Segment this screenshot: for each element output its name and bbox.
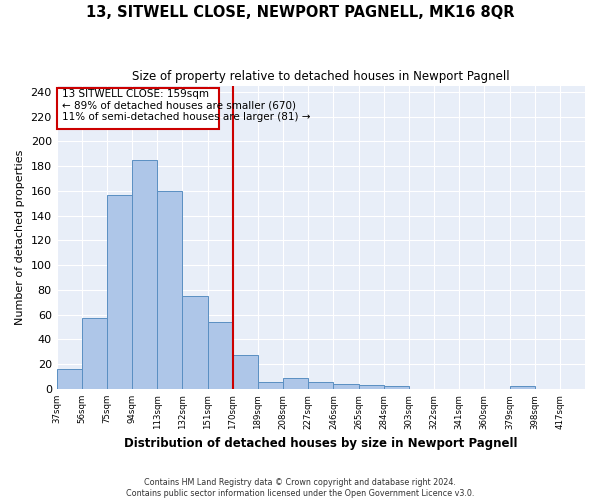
Bar xyxy=(157,191,182,389)
X-axis label: Distribution of detached houses by size in Newport Pagnell: Distribution of detached houses by size … xyxy=(124,437,518,450)
Text: 13, SITWELL CLOSE, NEWPORT PAGNELL, MK16 8QR: 13, SITWELL CLOSE, NEWPORT PAGNELL, MK16… xyxy=(86,5,514,20)
Title: Size of property relative to detached houses in Newport Pagnell: Size of property relative to detached ho… xyxy=(132,70,509,83)
Bar xyxy=(283,378,308,389)
FancyBboxPatch shape xyxy=(56,88,219,129)
Bar xyxy=(208,322,233,389)
Text: 11% of semi-detached houses are larger (81) →: 11% of semi-detached houses are larger (… xyxy=(62,112,310,122)
Bar xyxy=(107,194,132,389)
Bar xyxy=(359,385,384,389)
Bar xyxy=(56,369,82,389)
Bar xyxy=(82,318,107,389)
Bar xyxy=(334,384,359,389)
Bar xyxy=(509,386,535,389)
Y-axis label: Number of detached properties: Number of detached properties xyxy=(15,150,25,325)
Text: Contains HM Land Registry data © Crown copyright and database right 2024.
Contai: Contains HM Land Registry data © Crown c… xyxy=(126,478,474,498)
Bar xyxy=(132,160,157,389)
Bar xyxy=(233,356,258,389)
Text: ← 89% of detached houses are smaller (670): ← 89% of detached houses are smaller (67… xyxy=(62,100,296,110)
Bar xyxy=(308,382,334,389)
Text: 13 SITWELL CLOSE: 159sqm: 13 SITWELL CLOSE: 159sqm xyxy=(62,90,209,100)
Bar xyxy=(384,386,409,389)
Bar xyxy=(258,382,283,389)
Bar xyxy=(182,296,208,389)
